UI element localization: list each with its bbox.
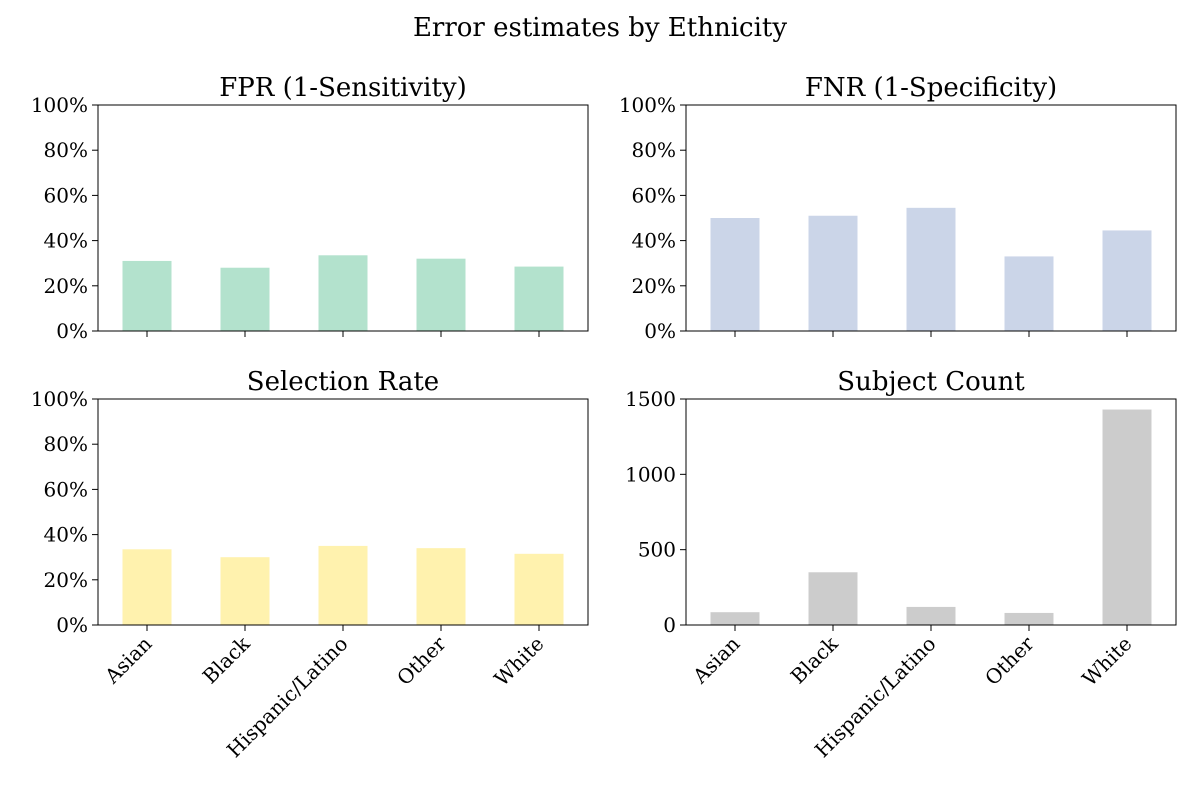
- y-tick-label: 60%: [632, 183, 676, 207]
- y-tick-label: 20%: [632, 274, 676, 298]
- x-tick-label-white: White: [489, 632, 548, 691]
- bar-hispanic-latino: [318, 545, 368, 625]
- panel-title: Subject Count: [837, 367, 1025, 397]
- panel-title: Selection Rate: [247, 367, 439, 397]
- bar-white: [514, 266, 564, 331]
- panel-title: FPR (1-Sensitivity): [219, 73, 467, 103]
- chart-panel-fpr-1-sensitivity: FPR (1-Sensitivity) 0% 20% 40% 60% 80% 100%: [31, 73, 589, 343]
- panel-title: FNR (1-Specificity): [805, 73, 1057, 103]
- bar-hispanic-latino: [906, 606, 956, 625]
- bar-black: [220, 557, 270, 625]
- x-tick-label-white: White: [1077, 632, 1136, 691]
- y-tick-label: 1500: [625, 387, 676, 411]
- y-tick-label: 100%: [619, 93, 676, 117]
- y-tick-label: 0%: [644, 319, 676, 343]
- bar-asian: [122, 549, 172, 625]
- y-tick-label: 0%: [56, 613, 88, 637]
- y-tick-label: 100%: [31, 387, 88, 411]
- bar-black: [808, 215, 858, 331]
- bar-black: [220, 267, 270, 331]
- chart-panel-fnr-1-specificity: FNR (1-Specificity) 0% 20% 40% 60% 80% 100%: [619, 73, 1177, 343]
- y-tick-label: 20%: [44, 274, 88, 298]
- bar-white: [514, 553, 564, 625]
- y-tick-label: 40%: [44, 523, 88, 547]
- x-tick-label-asian: Asian: [687, 631, 744, 688]
- bar-white: [1102, 230, 1152, 331]
- chart-panel-selection-rate: Selection Rate 0% 20% 40% 60% 80% 100% Asian Bla…: [31, 367, 589, 762]
- y-tick-label: 0%: [56, 319, 88, 343]
- y-tick-label: 100%: [31, 93, 88, 117]
- bar-asian: [122, 260, 172, 331]
- x-tick-label-other: Other: [980, 631, 1039, 690]
- y-tick-label: 60%: [44, 477, 88, 501]
- x-tick-label-other: Other: [392, 631, 451, 690]
- figure-title: Error estimates by Ethnicity: [413, 13, 787, 43]
- chart-panels: FPR (1-Sensitivity)0%20%40%60%80%100%FNR…: [31, 73, 1177, 762]
- bar-white: [1102, 409, 1152, 625]
- x-tick-label-black: Black: [198, 631, 255, 688]
- bar-black: [808, 572, 858, 625]
- bar-other: [1004, 256, 1054, 331]
- bar-other: [1004, 612, 1054, 625]
- bar-other: [416, 258, 466, 331]
- y-tick-label: 20%: [44, 568, 88, 592]
- x-tick-label-asian: Asian: [99, 631, 156, 688]
- y-tick-label: 40%: [632, 229, 676, 253]
- y-tick-label: 80%: [44, 138, 88, 162]
- y-tick-label: 60%: [44, 183, 88, 207]
- bar-hispanic-latino: [906, 207, 956, 331]
- y-tick-label: 0: [663, 613, 676, 637]
- y-tick-label: 40%: [44, 229, 88, 253]
- y-tick-label: 1000: [625, 462, 676, 486]
- bar-hispanic-latino: [318, 255, 368, 331]
- bar-asian: [710, 218, 760, 331]
- y-tick-label: 500: [638, 538, 676, 562]
- y-tick-label: 80%: [632, 138, 676, 162]
- x-tick-label-black: Black: [786, 631, 843, 688]
- y-tick-label: 80%: [44, 432, 88, 456]
- bar-asian: [710, 612, 760, 625]
- bar-other: [416, 548, 466, 625]
